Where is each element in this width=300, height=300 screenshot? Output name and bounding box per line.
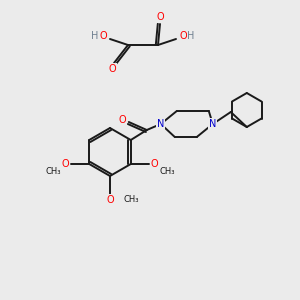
Text: O: O [99,31,107,41]
Text: H: H [91,31,99,41]
Text: N: N [209,119,217,129]
Text: O: O [156,12,164,22]
Text: N: N [157,119,164,129]
Text: CH₃: CH₃ [46,167,61,176]
Text: O: O [179,31,187,41]
Text: O: O [106,195,114,205]
Text: O: O [108,64,116,74]
Text: CH₃: CH₃ [159,167,175,176]
Text: H: H [187,31,195,41]
Text: O: O [119,115,127,125]
Text: O: O [151,159,159,169]
Text: CH₃: CH₃ [124,196,140,205]
Text: O: O [61,159,69,169]
